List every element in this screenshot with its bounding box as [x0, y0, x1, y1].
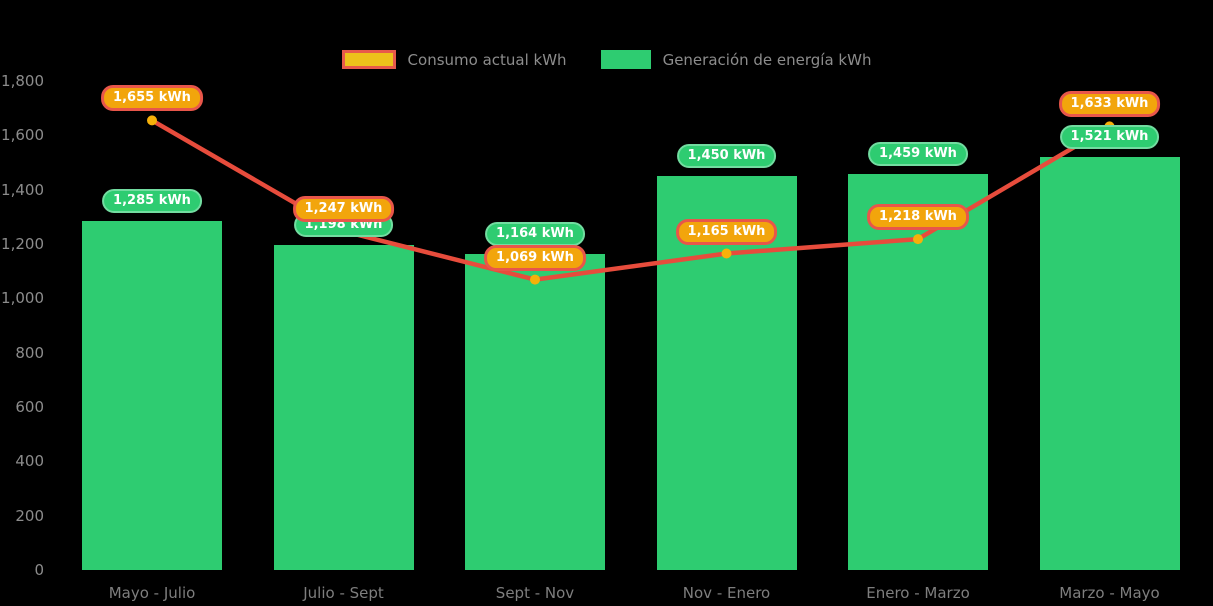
- y-axis-tick-label: 800: [15, 343, 44, 362]
- legend-label: Consumo actual kWh: [407, 50, 567, 69]
- consumption-value-label: 1,633 kWh: [1058, 91, 1161, 118]
- generation-value-label: 1,164 kWh: [485, 221, 585, 246]
- x-axis-category-label: Sept - Nov: [495, 584, 575, 602]
- generation-value-label: 1,459 kWh: [868, 141, 968, 166]
- consumption-value-label: 1,655 kWh: [101, 85, 203, 112]
- generation-value-label: 1,450 kWh: [676, 144, 777, 169]
- x-axis-category-label: Marzo - Mayo: [1059, 584, 1160, 602]
- generation-bar[interactable]: [82, 220, 222, 570]
- y-axis-tick-label: 600: [15, 398, 44, 416]
- generation-value-label: 1,521 kWh: [1059, 124, 1160, 149]
- y-axis-tick-label: 1,600: [1, 126, 44, 145]
- generation-bar[interactable]: [465, 253, 605, 570]
- x-axis-category-label: Enero - Marzo: [866, 584, 970, 602]
- x-axis-category-label: Julio - Sept: [303, 584, 384, 602]
- consumption-data-point[interactable]: [147, 115, 157, 126]
- consumption-data-point[interactable]: [721, 248, 732, 259]
- y-axis-tick-label: 1,000: [1, 289, 44, 308]
- x-axis-category-label: Mayo - Julio: [108, 584, 196, 602]
- legend-label: Generación de energía kWh: [662, 50, 872, 69]
- consumption-data-point[interactable]: [530, 274, 540, 285]
- y-axis-tick-label: 1,800: [1, 72, 44, 90]
- consumption-legend-swatch-icon: [341, 50, 396, 69]
- consumption-value-label: 1,165 kWh: [675, 218, 778, 245]
- x-axis-category-label: Nov - Enero: [682, 584, 771, 602]
- consumption-value-label: 1,218 kWh: [867, 204, 969, 231]
- generation-bar[interactable]: [273, 244, 414, 570]
- consumption-value-label: 1,247 kWh: [292, 196, 395, 223]
- generation-value-label: 1,285 kWh: [102, 188, 202, 213]
- y-axis-tick-label: 0: [34, 561, 44, 579]
- generation-legend-swatch-icon: [600, 50, 651, 69]
- legend-item-consumo[interactable]: Consumo actual kWh: [341, 50, 567, 69]
- chart-legend: Consumo actual kWh Generación de energía…: [0, 50, 1213, 69]
- legend-item-generacion[interactable]: Generación de energía kWh: [600, 50, 872, 69]
- consumption-data-point[interactable]: [913, 234, 923, 245]
- y-axis-tick-label: 1,200: [1, 235, 44, 253]
- y-axis-tick-label: 400: [15, 452, 44, 471]
- generation-bar[interactable]: [1039, 156, 1180, 570]
- y-axis-tick-label: 1,400: [1, 180, 44, 199]
- y-axis-tick-label: 200: [15, 506, 44, 525]
- consumption-value-label: 1,069 kWh: [484, 244, 586, 271]
